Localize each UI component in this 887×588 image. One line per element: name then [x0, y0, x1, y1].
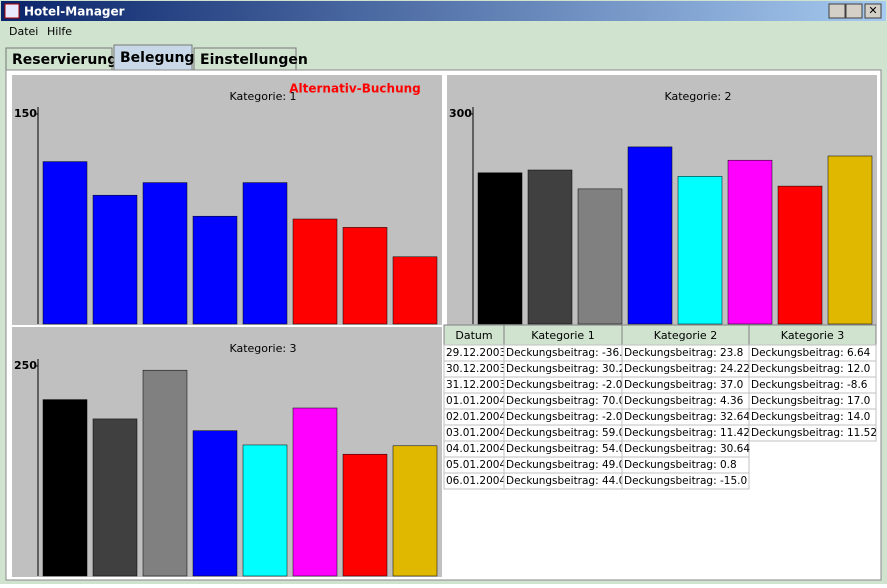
bar: [42, 161, 88, 325]
tab[interactable]: [113, 44, 193, 71]
bar: [342, 453, 388, 577]
bar: [627, 146, 673, 325]
bar: [527, 169, 573, 325]
bar: [392, 256, 438, 325]
chart-title: Kategorie: 2: [664, 90, 731, 103]
app-icon: [4, 3, 20, 19]
bar: [777, 185, 823, 325]
menu-item[interactable]: Hilfe: [47, 25, 72, 38]
table-cell-text: Deckungsbeitrag: 24.22: [624, 363, 750, 375]
bar: [677, 176, 723, 325]
bar: [92, 418, 138, 577]
bar: [827, 155, 873, 325]
column-header-label[interactable]: Kategorie 1: [531, 329, 594, 342]
table-cell-text: Deckungsbeitrag: 70.0: [506, 395, 625, 407]
table-cell-text: Deckungsbeitrag: 11.52: [751, 427, 877, 439]
table-cell-text: Deckungsbeitrag: -2.0: [506, 379, 622, 391]
minimize[interactable]: [828, 3, 846, 19]
table-cell-text: Deckungsbeitrag: 0.8: [624, 459, 737, 471]
table-cell: [748, 424, 877, 442]
tab-label[interactable]: Belegung: [120, 50, 194, 66]
bar: [392, 445, 438, 577]
alert-text: Alternativ-Buchung: [289, 82, 421, 96]
tab-label[interactable]: Einstellungen: [200, 52, 308, 68]
table-cell-text: 01.01.2004: [446, 395, 506, 407]
bar: [292, 218, 338, 325]
table-cell-text: 03.01.2004: [446, 427, 506, 439]
table-cell-text: 30.12.2003: [446, 363, 506, 375]
table-cell-text: 31.12.2003: [446, 379, 506, 391]
bar: [292, 407, 338, 577]
table-cell-text: Deckungsbeitrag: 37.0: [624, 379, 743, 391]
table-cell-text: Deckungsbeitrag: 17.0: [751, 395, 870, 407]
table-cell-text: Deckungsbeitrag: 6.64: [751, 347, 871, 359]
window-title: Hotel-Manager: [24, 5, 125, 19]
table-cell-text: Deckungsbeitrag: 11.42: [624, 427, 750, 439]
table-cell-text: Deckungsbeitrag: 14.0: [751, 411, 870, 423]
table-cell-text: Deckungsbeitrag: 44.0: [506, 475, 625, 487]
table-cell-text: Deckungsbeitrag: 12.0: [751, 363, 870, 375]
table-cell-text: Deckungsbeitrag: -8.6: [751, 379, 868, 391]
table-cell-text: 04.01.2004: [446, 443, 506, 455]
y-tick-label: 250: [14, 359, 37, 372]
bar: [727, 159, 773, 325]
bar: [192, 215, 238, 325]
table-cell-text: Deckungsbeitrag: 59.0: [506, 427, 625, 439]
close-x: ✕: [868, 4, 877, 17]
bar: [42, 399, 88, 577]
table-cell-text: 02.01.2004: [446, 411, 506, 423]
table-cell-text: Deckungsbeitrag: -2.0: [506, 411, 622, 423]
bar: [242, 444, 288, 577]
table-cell-text: Deckungsbeitrag: 32.64: [624, 411, 750, 423]
y-tick-label: 300: [449, 107, 472, 120]
table-cell-text: Deckungsbeitrag: 30.64: [624, 443, 750, 455]
bar: [477, 172, 523, 325]
bar: [342, 227, 388, 325]
window-controls[interactable]: ✕: [828, 3, 882, 19]
y-tick-label: 150: [14, 107, 37, 120]
tab-label[interactable]: Reservierung: [12, 52, 117, 68]
bar: [577, 188, 623, 325]
title-bar: [1, 1, 886, 21]
menu-item[interactable]: Datei: [9, 25, 38, 38]
chart-title: Kategorie: 3: [229, 342, 296, 355]
column-header-label[interactable]: Kategorie 2: [654, 329, 717, 342]
table-cell-text: Deckungsbeitrag: 30.2: [506, 363, 625, 375]
table-cell-text: Deckungsbeitrag: -36.0: [506, 347, 629, 359]
table-cell-text: 29.12.2003: [446, 347, 506, 359]
close[interactable]: [864, 3, 882, 19]
table-cell-text: 06.01.2004: [446, 475, 506, 487]
bar: [92, 194, 138, 325]
table-cell-text: Deckungsbeitrag: 54.0: [506, 443, 625, 455]
table-cell-text: Deckungsbeitrag: -15.0: [624, 475, 747, 487]
table-cell: [621, 472, 750, 490]
table-cell-text: Deckungsbeitrag: 23.8: [624, 347, 743, 359]
maximize[interactable]: [845, 3, 863, 19]
table-cell-text: Deckungsbeitrag: 49.0: [506, 459, 625, 471]
bar: [192, 430, 238, 577]
table-cell-text: 05.01.2004: [446, 459, 506, 471]
bar: [242, 182, 288, 325]
bar: [142, 369, 188, 577]
chart-title: Kategorie: 1: [229, 90, 296, 103]
bar: [142, 182, 188, 325]
column-header-label[interactable]: Kategorie 3: [781, 329, 844, 342]
table-cell-text: Deckungsbeitrag: 4.36: [624, 395, 744, 407]
column-header-label[interactable]: Datum: [455, 329, 492, 342]
